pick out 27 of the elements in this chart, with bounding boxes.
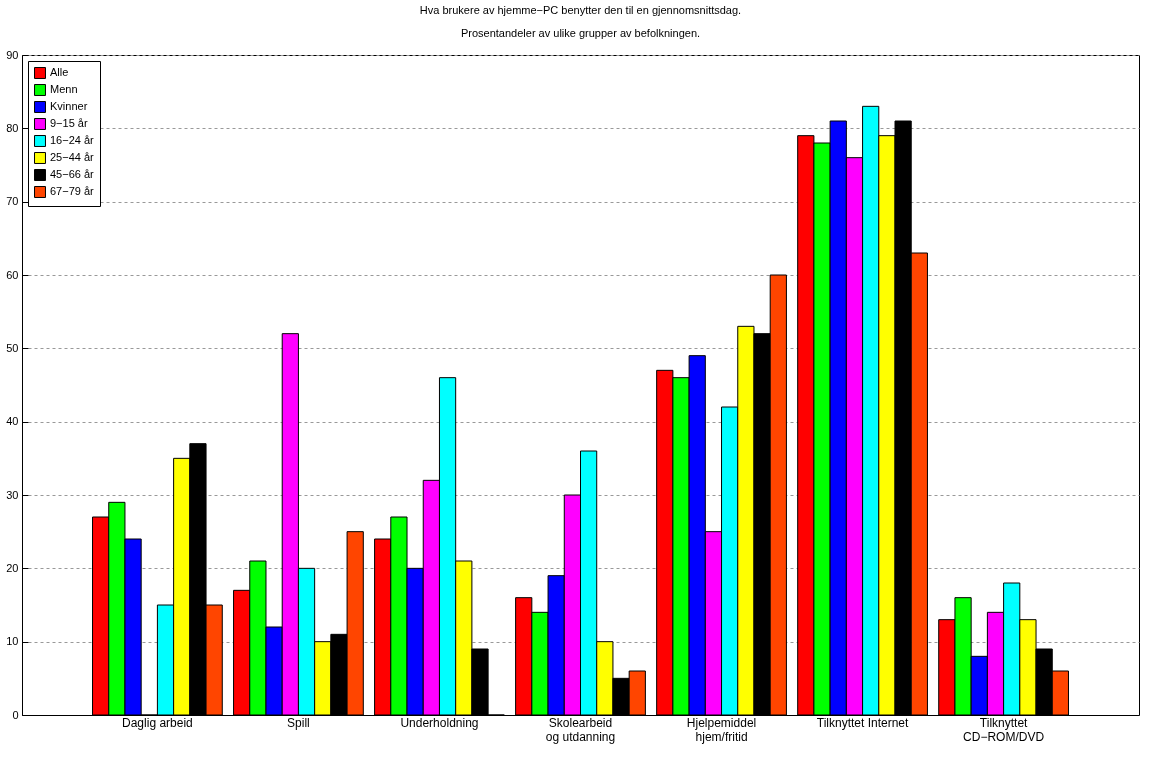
x-tick-label: Hjelpemiddel hjem/fritid: [686, 715, 757, 744]
y-tick-label: 30: [6, 488, 19, 501]
x-tick-label: Underholdning: [400, 715, 479, 730]
legend-label: Alle: [50, 66, 69, 78]
legend-label: 16−24 år: [50, 134, 95, 146]
x-tick-label: Spill: [287, 715, 310, 730]
chart-title: Hva brukere av hjemme−PC benytter den til en gjennomsnittsdag.: [419, 4, 742, 16]
y-tick-label: 20: [6, 561, 19, 574]
x-tick-label: Skolearbeid og utdanning: [545, 715, 616, 744]
y-tick-label: 50: [6, 341, 19, 354]
legend-label: 25−44 år: [50, 151, 95, 163]
legend-label: 67−79 år: [50, 185, 95, 197]
legend-label: 45−66 år: [50, 168, 95, 180]
y-tick-label: 60: [6, 268, 19, 281]
y-tick-label: 10: [6, 635, 19, 648]
chart-subtitle: Prosentandeler av ulike grupper av befolkningen.: [460, 27, 701, 39]
y-tick-label: 90: [6, 48, 19, 61]
legend-label: Kvinner: [50, 100, 88, 112]
x-tick-label: Tilknyttet CD−ROM/DVD: [963, 715, 1045, 744]
x-tick-label: Tilknyttet Internet: [816, 715, 910, 730]
y-tick-label: 70: [6, 195, 19, 208]
legend-label: 9−15 år: [50, 117, 88, 129]
y-tick-label: 0: [12, 708, 19, 721]
legend-label: Menn: [50, 83, 78, 95]
y-tick-label: 80: [6, 121, 19, 134]
x-tick-label: Daglig arbeid: [122, 715, 193, 730]
y-tick-label: 40: [6, 415, 19, 428]
